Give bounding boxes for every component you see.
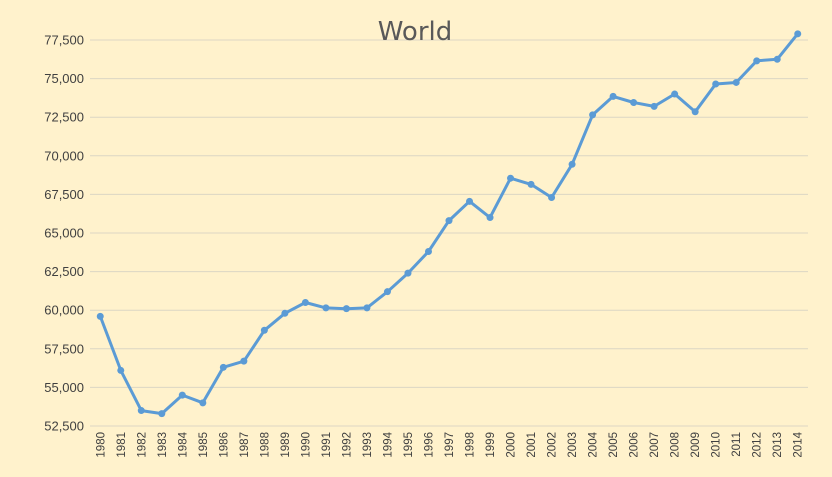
x-tick-label: 2012 — [752, 432, 764, 458]
y-tick-label: 67,500 — [44, 187, 84, 202]
data-point — [671, 90, 679, 98]
data-point — [609, 92, 617, 100]
x-tick-label: 2004 — [588, 431, 600, 457]
x-tick-label: 2000 — [506, 432, 518, 458]
data-point — [589, 111, 597, 119]
x-tick-label: 1990 — [300, 432, 312, 458]
data-point — [527, 180, 535, 188]
data-point — [794, 30, 802, 38]
data-point — [158, 410, 166, 418]
data-point — [117, 366, 125, 374]
x-tick-label: 1988 — [259, 432, 271, 458]
x-tick-label: 2014 — [793, 431, 805, 457]
y-tick-label: 62,500 — [44, 264, 84, 279]
data-point — [383, 288, 391, 296]
data-point — [240, 357, 248, 365]
x-tick-label: 1981 — [116, 432, 128, 458]
data-point — [404, 269, 412, 277]
x-tick-label: 2007 — [649, 432, 661, 458]
x-tick-label: 1982 — [136, 432, 148, 458]
data-point — [178, 391, 186, 399]
x-tick-label: 1993 — [362, 432, 374, 458]
x-tick-label: 2010 — [711, 432, 723, 458]
x-tick-label: 1987 — [239, 432, 251, 458]
data-point — [753, 57, 761, 65]
y-tick-label: 72,500 — [44, 110, 84, 125]
data-point — [548, 193, 556, 201]
x-tick-label: 1997 — [444, 432, 456, 458]
x-tick-label: 1991 — [321, 432, 333, 458]
data-point — [322, 304, 330, 312]
data-point — [650, 102, 658, 110]
gridlines — [90, 39, 808, 427]
x-tick-label: 1986 — [218, 432, 230, 458]
data-point — [137, 407, 145, 415]
y-tick-label: 52,500 — [44, 419, 84, 434]
x-tick-label: 1984 — [177, 431, 189, 457]
x-tick-label: 1994 — [382, 431, 394, 457]
x-tick-label: 2003 — [567, 432, 579, 458]
x-tick-label: 2009 — [690, 432, 702, 458]
y-tick-label: 75,000 — [44, 71, 84, 86]
y-tick-label: 77,500 — [44, 33, 84, 48]
x-tick-label: 1980 — [95, 432, 107, 458]
data-point — [260, 326, 268, 334]
data-point — [712, 80, 720, 88]
x-tick-label: 2005 — [608, 432, 620, 458]
data-point — [199, 399, 207, 407]
data-point — [732, 78, 740, 86]
x-tick-label: 1998 — [465, 432, 477, 458]
y-tick-label: 60,000 — [44, 303, 84, 318]
data-point — [568, 160, 576, 168]
x-tick-label: 2001 — [526, 432, 538, 458]
x-tick-label: 1983 — [157, 432, 169, 458]
x-tick-label: 2002 — [547, 432, 559, 458]
x-tick-label: 2008 — [670, 432, 682, 458]
x-axis: 1980 1981 1982 1983 1984 1985 1986 1987 1988 1989… — [95, 431, 804, 457]
x-tick-label: 1996 — [423, 432, 435, 458]
x-tick-label: 1989 — [280, 432, 292, 458]
data-point — [486, 214, 494, 222]
x-tick-label: 2013 — [772, 432, 784, 458]
x-tick-label: 1995 — [403, 432, 415, 458]
data-point — [507, 174, 515, 182]
y-tick-label: 65,000 — [44, 226, 84, 241]
data-point — [445, 217, 453, 225]
x-tick-label: 2011 — [731, 432, 743, 457]
chart-title: World — [378, 17, 453, 47]
y-tick-label: 70,000 — [44, 148, 84, 163]
data-point — [691, 108, 699, 116]
data-point — [281, 309, 289, 317]
data-point — [301, 298, 309, 306]
data-point — [630, 99, 638, 107]
data-point — [363, 304, 371, 312]
series-layer — [96, 30, 802, 418]
x-tick-label: 1992 — [341, 432, 353, 458]
y-tick-label: 55,000 — [44, 380, 84, 395]
data-point — [773, 55, 781, 63]
data-point — [219, 363, 227, 371]
x-tick-label: 1985 — [198, 432, 210, 458]
x-tick-label: 1999 — [485, 432, 497, 458]
x-tick-label: 2006 — [629, 432, 641, 458]
y-tick-label: 57,500 — [44, 341, 84, 356]
data-point — [424, 248, 432, 256]
data-point — [466, 197, 474, 205]
data-point — [96, 312, 104, 320]
y-axis: 52,500 55,000 57,500 60,000 62,500 65,000 67,5… — [44, 33, 84, 434]
data-point — [342, 305, 350, 313]
